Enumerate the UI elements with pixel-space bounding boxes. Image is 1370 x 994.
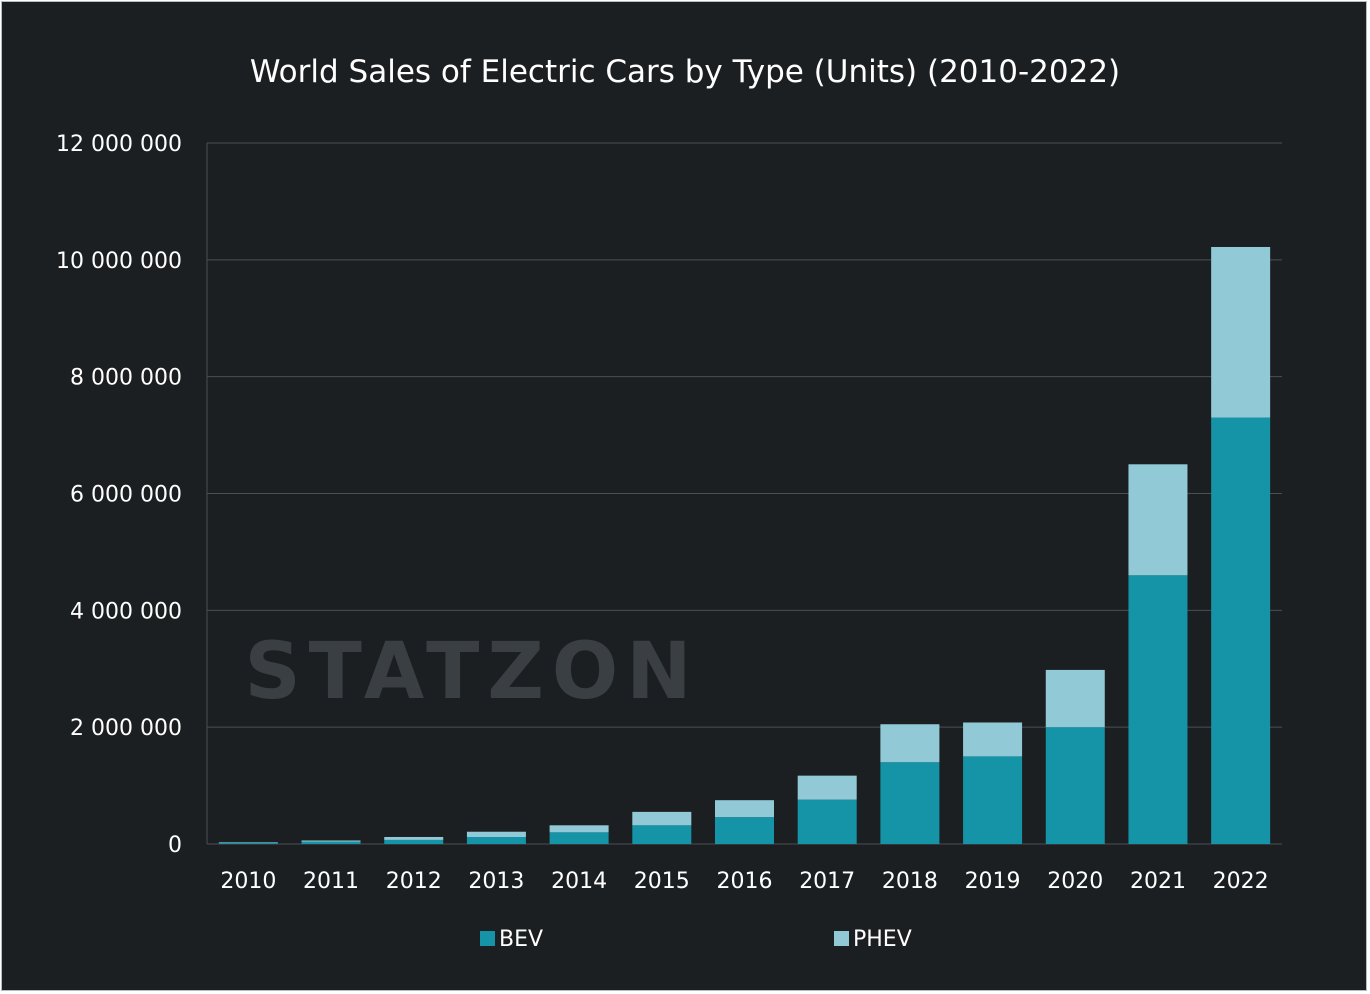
x-tick-label: 2012 bbox=[386, 869, 442, 894]
x-tick-label: 2013 bbox=[468, 869, 524, 894]
bar-bev-2013 bbox=[466, 836, 526, 844]
x-tick-label: 2015 bbox=[634, 869, 690, 894]
bar-phev-2021 bbox=[1128, 464, 1188, 576]
y-tick-label: 4 000 000 bbox=[70, 599, 182, 624]
y-tick-label: 10 000 000 bbox=[56, 249, 182, 274]
bar-bev-2011 bbox=[301, 841, 361, 844]
x-tick-label: 2016 bbox=[717, 869, 773, 894]
bar-phev-2019 bbox=[963, 722, 1023, 757]
bar-bev-2012 bbox=[384, 839, 444, 844]
bar-bev-2015 bbox=[632, 825, 692, 844]
bar-phev-2020 bbox=[1045, 669, 1105, 728]
legend-swatch-phev bbox=[834, 931, 849, 946]
bar-bev-2014 bbox=[549, 832, 609, 844]
x-tick-label: 2021 bbox=[1130, 869, 1186, 894]
bar-bev-2017 bbox=[797, 799, 857, 844]
watermark-text: STATZON bbox=[245, 627, 700, 717]
x-tick-label: 2010 bbox=[220, 869, 276, 894]
x-tick-label: 2018 bbox=[882, 869, 938, 894]
legend: BEV PHEV bbox=[480, 927, 912, 952]
bar-phev-2018 bbox=[880, 724, 940, 763]
bar-phev-2013 bbox=[466, 831, 526, 837]
legend-swatch-bev bbox=[480, 931, 495, 946]
x-tick-label: 2011 bbox=[303, 869, 359, 894]
y-tick-label: 6 000 000 bbox=[70, 483, 182, 508]
legend-label-bev: BEV bbox=[499, 927, 543, 952]
bar-bev-2016 bbox=[715, 817, 774, 844]
y-tick-label: 12 000 000 bbox=[56, 132, 182, 157]
bar-phev-2010 bbox=[218, 842, 278, 843]
bar-bev-2019 bbox=[963, 756, 1023, 844]
bar-phev-2016 bbox=[715, 800, 774, 818]
bar-bev-2022 bbox=[1211, 417, 1271, 844]
bar-phev-2011 bbox=[301, 840, 361, 842]
bar-phev-2017 bbox=[797, 775, 857, 800]
x-tick-label: 2014 bbox=[551, 869, 607, 894]
chart-title: World Sales of Electric Cars by Type (Un… bbox=[249, 54, 1121, 90]
x-axis: 2010 2011 2012 2013 2014 2015 2016 2017 2018 2019… bbox=[220, 869, 1268, 894]
bar-bev-2010 bbox=[218, 842, 278, 844]
bar-phev-2015 bbox=[632, 811, 692, 826]
bar-bev-2021 bbox=[1128, 575, 1188, 844]
x-tick-label: 2020 bbox=[1047, 869, 1103, 894]
watermark: STATZON bbox=[245, 627, 700, 717]
y-tick-label: 2 000 000 bbox=[70, 716, 182, 741]
bar-phev-2022 bbox=[1211, 246, 1271, 418]
bar-bev-2020 bbox=[1045, 727, 1105, 844]
grid-layer bbox=[206, 142, 1282, 845]
x-tick-label: 2022 bbox=[1213, 869, 1269, 894]
bars-layer bbox=[218, 246, 1271, 844]
y-axis: 0 2 000 000 4 000 000 6 000 000 8 000 000 10 … bbox=[56, 132, 182, 858]
legend-label-phev: PHEV bbox=[853, 927, 912, 952]
y-tick-label: 0 bbox=[168, 833, 182, 858]
bar-bev-2018 bbox=[880, 762, 940, 844]
bar-phev-2014 bbox=[549, 825, 609, 833]
x-tick-label: 2017 bbox=[799, 869, 855, 894]
y-tick-label: 8 000 000 bbox=[70, 366, 182, 391]
x-tick-label: 2019 bbox=[965, 869, 1021, 894]
bar-phev-2012 bbox=[384, 836, 444, 840]
